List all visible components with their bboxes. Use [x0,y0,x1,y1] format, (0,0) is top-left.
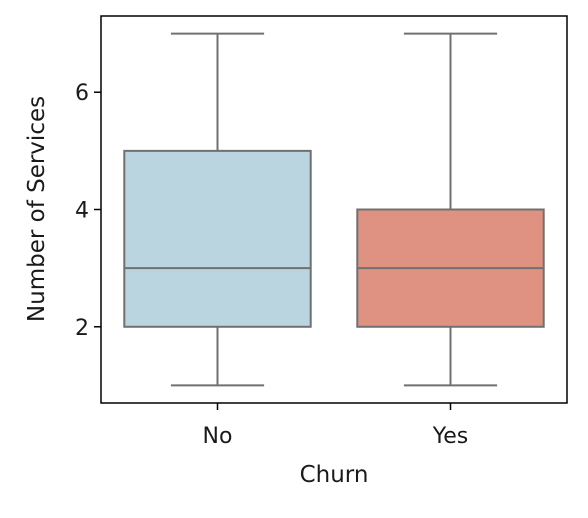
x-axis-title: Churn [300,462,369,488]
y-tick-label: 2 [75,316,89,341]
box-group [123,32,545,387]
y-axis: 2 4 6 [75,81,101,341]
box-no [123,32,312,387]
y-tick-label: 4 [75,199,89,224]
x-tick-label: Yes [432,424,469,449]
x-tick-label: No [203,424,233,449]
iqr-box [123,149,312,328]
y-axis-title: Number of Services [24,96,50,322]
box-yes [356,32,545,387]
x-axis: No Yes [203,403,469,449]
y-tick-label: 6 [75,81,89,106]
